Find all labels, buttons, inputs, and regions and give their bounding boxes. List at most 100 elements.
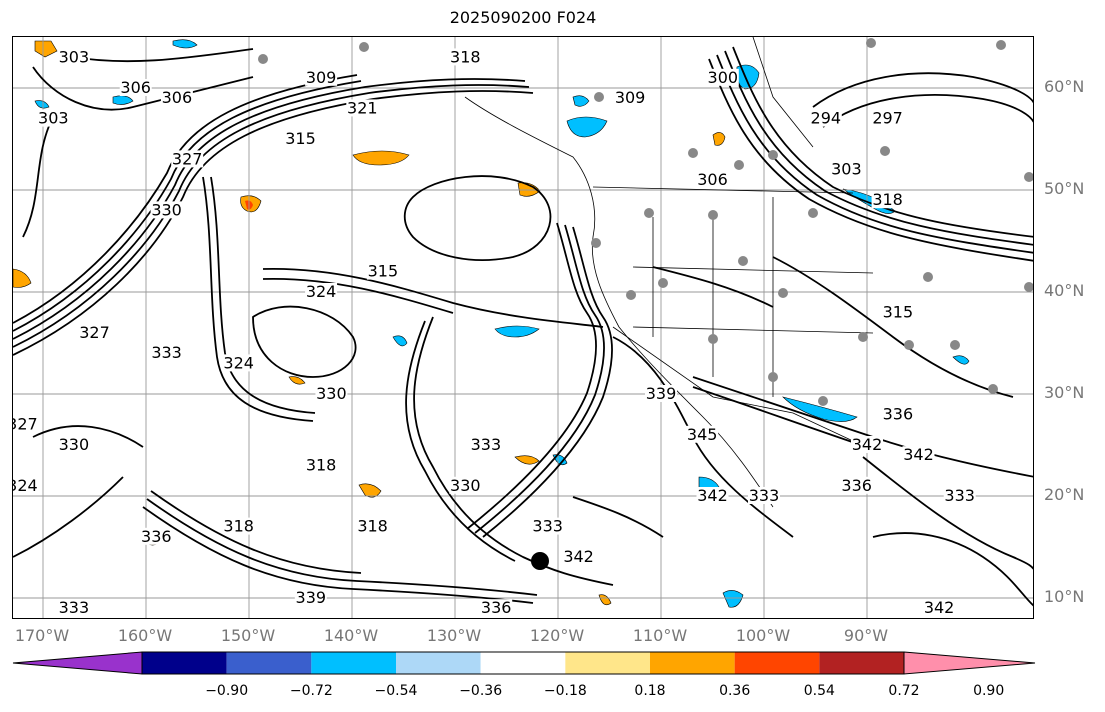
contour-label-bg [706, 68, 739, 86]
contour-line [32, 66, 254, 111]
shaded-blob [782, 396, 858, 422]
contour-label: 303 [38, 109, 69, 128]
station-dot [1024, 172, 1033, 182]
station-dot [866, 38, 876, 48]
contour-label-bg [480, 599, 513, 617]
map-title: 2025090200 F024 [449, 8, 597, 27]
contour-label-bg [851, 436, 883, 453]
colorbar-extend-max [903, 651, 1036, 675]
colorbar-tick-label: −0.54 [374, 683, 418, 699]
shaded-blob [34, 100, 50, 109]
contour-line [142, 506, 534, 604]
contour-label: 315 [285, 129, 316, 148]
contour-line [13, 84, 530, 348]
contour-label-bg [57, 599, 90, 617]
contour-label-bg [140, 527, 173, 545]
contour-label-bg [614, 89, 647, 107]
station-dots [258, 38, 1033, 406]
country-borders [464, 37, 874, 508]
station-dot [708, 210, 718, 220]
contour-line [72, 48, 254, 63]
contour-label-bg [902, 446, 935, 464]
lat-tick-label: 30°N [1044, 383, 1085, 402]
shaded-blob [358, 483, 382, 498]
contour-label-bg [150, 201, 183, 219]
shaded-blob [514, 455, 540, 465]
contour-label: 330 [151, 200, 182, 219]
contour-label-bg [366, 262, 399, 280]
contour-label: 330 [450, 476, 481, 495]
contour-label: 306 [697, 170, 728, 189]
contour-line [252, 305, 357, 378]
shaded-blob [494, 325, 540, 338]
contour-label-bg [531, 517, 564, 535]
colorbar-extend-min [12, 651, 143, 675]
colorbar [12, 651, 1036, 675]
contour-label: 306 [162, 88, 193, 107]
colorbar-tick-label: 0.90 [973, 683, 1005, 699]
station-dot [923, 272, 933, 282]
contour-label: 342 [903, 445, 934, 464]
contour-label-bg [748, 487, 780, 504]
colorbar-segment [565, 652, 650, 674]
contour-label-bg [160, 89, 193, 107]
contour-labels: 303 306 306 309 303 318 321 315 327 330 324 315 327 3… [13, 47, 976, 617]
contour-line [146, 498, 538, 596]
lat-tick-label: 20°N [1044, 485, 1085, 504]
station-dot [708, 334, 718, 344]
contour-label-bg [830, 160, 863, 178]
colorbar-segment [226, 652, 312, 674]
contour-label: 345 [687, 425, 718, 444]
contour-line [13, 80, 362, 332]
map-canvas: 303 306 306 309 303 318 321 315 327 330 324 315 327 3… [13, 37, 1033, 618]
contour-label-bg [37, 109, 70, 127]
shaded-blob [112, 95, 134, 105]
station-dot [644, 208, 654, 218]
contour-line [474, 224, 605, 534]
contour-label-bg [356, 517, 389, 535]
contour-label: 339 [296, 588, 327, 607]
contour-label: 297 [872, 109, 903, 128]
contour-line [262, 277, 454, 314]
contour-label-bg [78, 323, 111, 341]
contour-line [708, 58, 1033, 262]
contour-line [572, 496, 664, 538]
colorbar-segment [396, 652, 481, 674]
contour-label-bg [645, 385, 677, 402]
station-dot [880, 146, 890, 156]
contour-label: 309 [306, 68, 337, 87]
border-line [752, 37, 814, 148]
contour-label-bg [469, 436, 502, 453]
colorbar-segment [480, 652, 566, 674]
map-frame: 303 306 306 309 303 318 321 315 327 330 324 315 327 3… [12, 36, 1034, 619]
contour-line [872, 532, 1033, 607]
colorbar-tick-label: −0.72 [289, 683, 333, 699]
contour-label-bg [305, 68, 338, 86]
contour-label-bg [696, 487, 729, 504]
lon-tick-label: 110°W [632, 626, 688, 645]
station-dot [658, 278, 668, 288]
station-dot [904, 340, 914, 350]
lon-tick-label: 140°W [323, 626, 379, 645]
contour-label-bg [686, 425, 719, 443]
shaded-blob [288, 376, 306, 385]
colorbar-outline [141, 651, 905, 675]
contour-label-bg [119, 79, 152, 96]
shaded-blob [722, 590, 744, 608]
border-line [632, 266, 874, 274]
contour-label-bg [222, 354, 255, 372]
contour-label: 336 [141, 527, 172, 546]
contour-label-bg [696, 170, 729, 188]
contour-label: 327 [13, 415, 38, 434]
contour-label-bg [305, 283, 338, 300]
contour-label-bg [57, 436, 90, 453]
contour-label: 315 [883, 302, 914, 321]
contour-line [13, 78, 526, 340]
colorbar-segment [819, 652, 904, 674]
colorbar-tick-label: −0.18 [543, 683, 587, 699]
lon-tick-label: 160°W [117, 626, 173, 645]
contour-label-bg [809, 109, 842, 127]
contour-label-bg [562, 548, 595, 566]
contour-line [692, 376, 1033, 478]
station-dot [258, 54, 268, 64]
